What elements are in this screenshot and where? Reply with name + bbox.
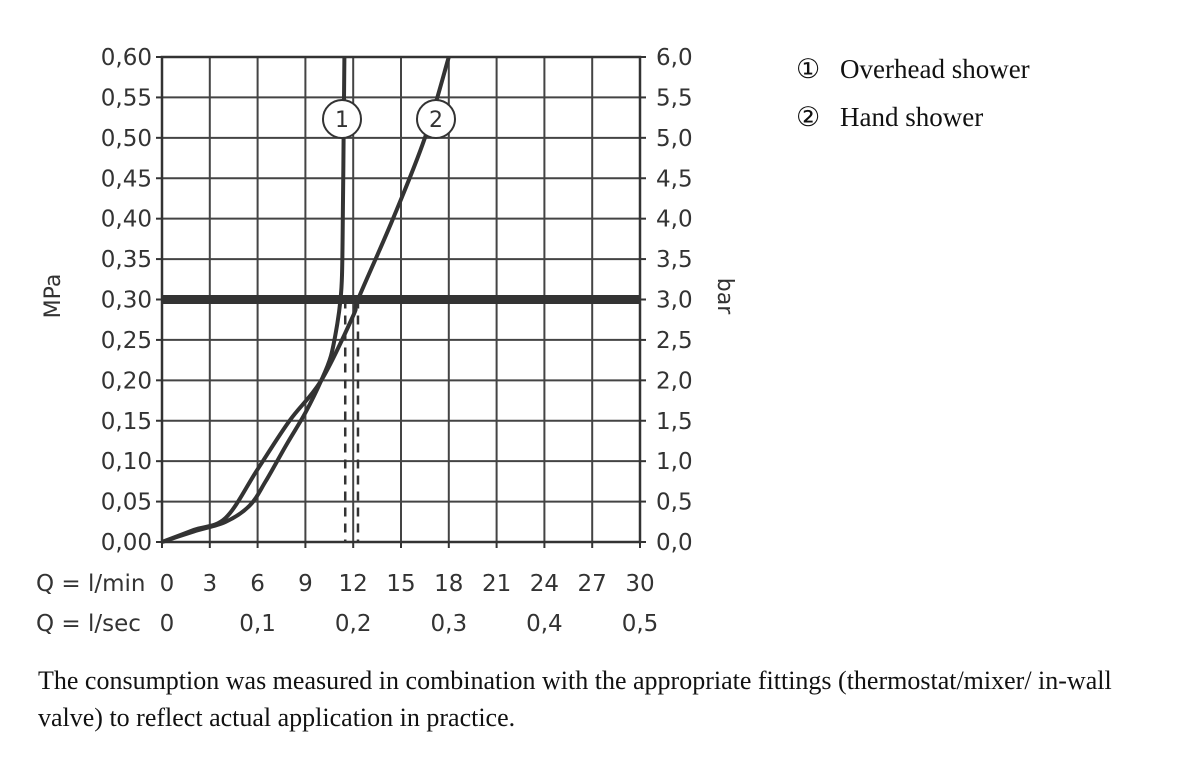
legend: ① Overhead shower ② Hand shower <box>796 54 1030 132</box>
y-right-tick-label: 5,0 <box>656 126 693 152</box>
y-left-tick-label: 0,45 <box>101 166 152 192</box>
series-marker-label-2: 2 <box>429 108 443 133</box>
y-left-tick-label: 0,25 <box>101 328 152 354</box>
x-tick-label-lsec: 0,5 <box>622 611 659 637</box>
legend-label-1: Overhead shower <box>840 54 1030 84</box>
y-left-tick-label: 0,55 <box>101 85 152 111</box>
series-line-2 <box>161 56 451 544</box>
legend-label-2: Hand shower <box>840 102 983 132</box>
y-right-tick-label: 2,0 <box>656 368 693 394</box>
legend-symbol-1: ① <box>796 54 820 84</box>
measurement-footnote: The consumption was measured in combinat… <box>38 666 1112 732</box>
y-left-tick-label: 0,60 <box>101 45 152 71</box>
y-right-tick-label: 0,0 <box>656 530 693 556</box>
series-marker-label-1: 1 <box>335 108 349 133</box>
series-marker-2 <box>416 99 456 139</box>
x-tick-label-lmin: 3 <box>202 571 217 597</box>
x-tick-label-lmin: 30 <box>625 571 654 597</box>
y-right-tick-label: 3,0 <box>656 288 693 314</box>
x-tick-label-lmin: 6 <box>250 571 265 597</box>
y-left-tick-label: 0,50 <box>101 126 152 152</box>
y-right-tick-label: 4,0 <box>656 207 693 233</box>
x-tick-label-lmin: 9 <box>298 571 313 597</box>
x-tick-label-lmin: 24 <box>530 571 559 597</box>
x-tick-label-lsec: 0,4 <box>526 611 563 637</box>
x-tick-label-lmin: 18 <box>434 571 463 597</box>
y-left-tick-label: 0,10 <box>101 449 152 475</box>
reference-layer <box>162 295 640 542</box>
x-row2-axis-title: Q = l/sec <box>36 611 141 637</box>
x-tick-label-lmin: 12 <box>339 571 368 597</box>
y-right-tick-label: 2,5 <box>656 328 693 354</box>
x-row1-axis-title: Q = l/min <box>36 571 146 597</box>
legend-symbol-2: ② <box>796 102 820 132</box>
x-tick-label-lsec: 0,3 <box>431 611 468 637</box>
y-right-tick-label: 1,0 <box>656 449 693 475</box>
y-right-tick-label: 3,5 <box>656 247 693 273</box>
y-right-tick-label: 5,5 <box>656 85 693 111</box>
y-left-tick-label: 0,20 <box>101 368 152 394</box>
y-right-axis-title: bar <box>712 278 737 315</box>
x-tick-label-lmin: 27 <box>578 571 607 597</box>
y-right-tick-label: 4,5 <box>656 166 693 192</box>
x-tick-label-lsec: 0 <box>160 611 175 637</box>
y-right-tick-label: 6,0 <box>656 45 693 71</box>
y-right-tick-label: 0,5 <box>656 490 693 516</box>
y-left-axis-title: MPa <box>41 274 66 319</box>
x-tick-label-lmin: 15 <box>386 571 415 597</box>
y-left-tick-label: 0,00 <box>101 530 152 556</box>
y-left-tick-label: 0,05 <box>101 490 152 516</box>
y-left-tick-label: 0,35 <box>101 247 152 273</box>
x-tick-label-lsec: 0,2 <box>335 611 372 637</box>
x-tick-label-lmin: 21 <box>482 571 511 597</box>
x-tick-label-lsec: 0,1 <box>239 611 276 637</box>
y-left-tick-label: 0,15 <box>101 409 152 435</box>
y-left-tick-label: 0,40 <box>101 207 152 233</box>
tick-label-layer: 0,000,050,100,150,200,250,300,350,400,45… <box>36 45 737 637</box>
y-left-tick-label: 0,30 <box>101 288 152 314</box>
y-right-tick-label: 1,5 <box>656 409 693 435</box>
series-marker-1 <box>322 99 362 139</box>
x-tick-label-lmin: 0 <box>160 571 175 597</box>
